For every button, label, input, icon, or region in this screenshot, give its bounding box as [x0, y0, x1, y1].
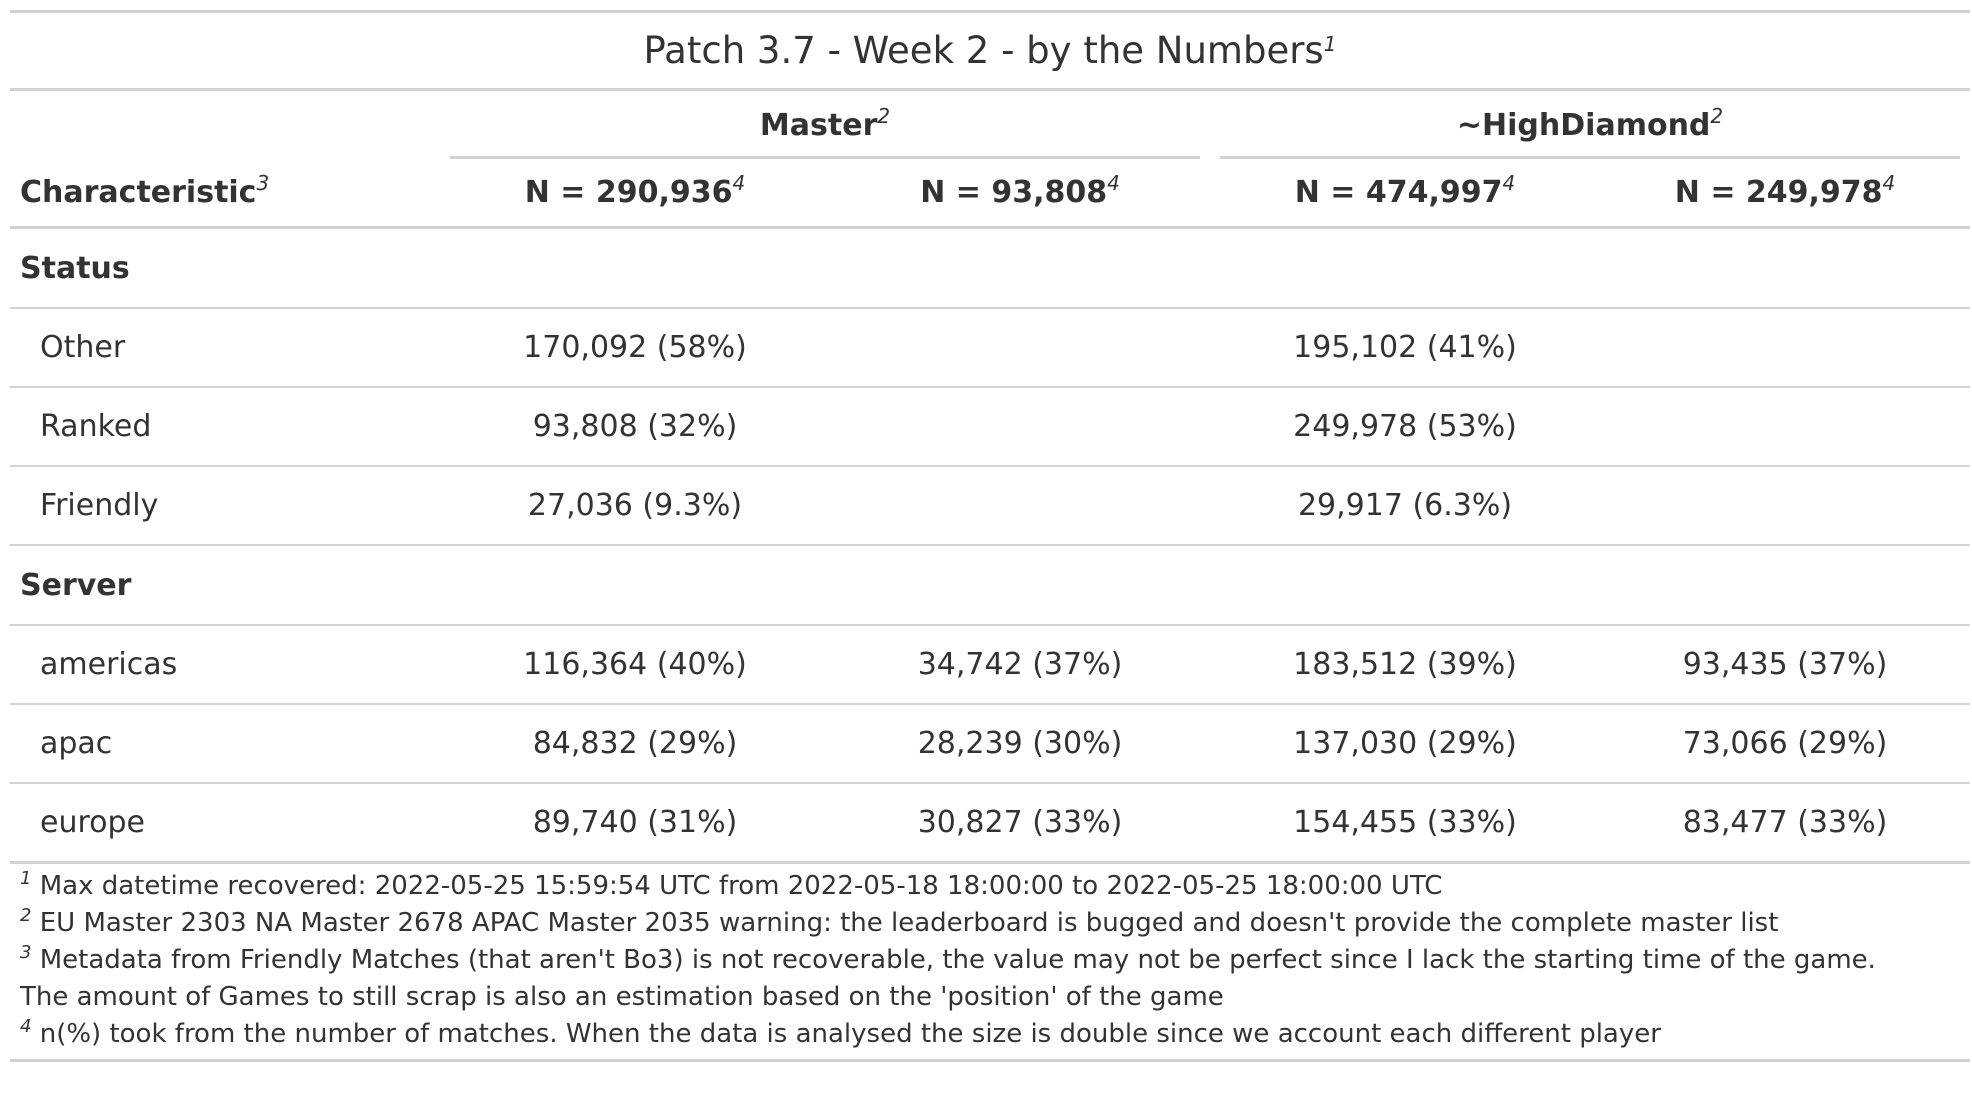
table-cell: 116,364 (40%) — [440, 625, 830, 705]
column-header-footnote-mark: 4 — [732, 171, 746, 195]
footnote-text: EU Master 2303 NA Master 2678 APAC Maste… — [39, 908, 1779, 938]
column-header-label: N = 290,936 — [524, 175, 733, 210]
footnote: 1 Max datetime recovered: 2022-05-25 15:… — [20, 868, 1910, 905]
footnote-text: n(%) took from the number of matches. Wh… — [39, 1019, 1661, 1049]
spanner-label: ~HighDiamond — [1456, 107, 1711, 143]
column-header-footnote-mark: 4 — [1502, 171, 1516, 195]
spanner-highdiamond: ~HighDiamond2 — [1210, 91, 1970, 159]
row-label: Friendly — [10, 466, 440, 546]
summary-table: Patch 3.7 - Week 2 - by the Numbers1 Mas… — [10, 10, 1971, 1062]
table-cell: 89,740 (31%) — [440, 783, 830, 864]
table-cell: 195,102 (41%) — [1210, 308, 1601, 388]
row-label: Other — [10, 308, 440, 388]
table-cell — [1600, 466, 1971, 546]
column-header-n: N = 474,9974 — [1210, 159, 1600, 228]
table-cell: 30,827 (33%) — [830, 783, 1211, 864]
table-cell: 154,455 (33%) — [1210, 783, 1601, 864]
column-header-n: N = 249,9784 — [1600, 159, 1970, 228]
spanner-footnote-mark: 2 — [877, 103, 891, 128]
table-cell — [1600, 387, 1971, 467]
spanner-header-row: Master2 ~HighDiamond2 — [10, 91, 1970, 159]
table-row: americas 116,364 (40%) 34,742 (37%) 183,… — [10, 625, 1971, 705]
table-cell: 83,477 (33%) — [1600, 783, 1971, 864]
table-cell: 84,832 (29%) — [440, 704, 830, 784]
spanner-rule — [1220, 156, 1961, 159]
spanner-label: Master — [759, 107, 878, 143]
table-row: Other 170,092 (58%) 195,102 (41%) — [10, 308, 1971, 388]
top-rule — [10, 10, 1970, 13]
bottom-rule — [10, 1059, 1970, 1062]
group-row-status: Status — [10, 227, 1971, 309]
table-title: Patch 3.7 - Week 2 - by the Numbers1 — [10, 13, 1970, 88]
column-header-characteristic: Characteristic3 — [10, 159, 440, 228]
table-cell: 170,092 (58%) — [440, 308, 830, 388]
row-label: europe — [10, 783, 440, 864]
table-cell: 249,978 (53%) — [1210, 387, 1601, 467]
table-cell: 93,808 (32%) — [440, 387, 830, 467]
spanner-rule — [450, 156, 1201, 159]
spanner-empty-cell — [10, 91, 440, 159]
table-cell: 28,239 (30%) — [830, 704, 1211, 784]
table-cell: 183,512 (39%) — [1210, 625, 1601, 705]
table-row: apac 84,832 (29%) 28,239 (30%) 137,030 (… — [10, 704, 1971, 784]
footnote-text: Metadata from Friendly Matches (that are… — [20, 945, 1876, 1012]
table-cell — [830, 308, 1211, 388]
spanner-master: Master2 — [440, 91, 1210, 159]
title-footnote-mark: 1 — [1323, 32, 1337, 56]
column-header-footnote-mark: 3 — [256, 171, 270, 195]
table-cell: 29,917 (6.3%) — [1210, 466, 1601, 546]
column-header-n: N = 93,8084 — [830, 159, 1210, 228]
column-header-label: Characteristic — [20, 175, 257, 210]
table-cell — [830, 387, 1211, 467]
spanner-footnote-mark: 2 — [1710, 103, 1724, 128]
row-label: Ranked — [10, 387, 440, 467]
table-cell — [1600, 308, 1971, 388]
footnote-mark: 1 — [20, 868, 32, 889]
row-label: apac — [10, 704, 440, 784]
column-header-label: N = 474,997 — [1294, 175, 1503, 210]
footnote-text: Max datetime recovered: 2022-05-25 15:59… — [39, 871, 1443, 901]
title-rule — [10, 88, 1970, 91]
table-cell: 73,066 (29%) — [1600, 704, 1971, 784]
table-row: europe 89,740 (31%) 30,827 (33%) 154,455… — [10, 783, 1971, 864]
group-row-server: Server — [10, 545, 1971, 626]
footnote: 2 EU Master 2303 NA Master 2678 APAC Mas… — [20, 905, 1910, 942]
column-header-row: Characteristic3 N = 290,9364 N = 93,8084… — [10, 159, 1971, 228]
row-label: americas — [10, 625, 440, 705]
table-row: Ranked 93,808 (32%) 249,978 (53%) — [10, 387, 1971, 467]
footnote-mark: 3 — [20, 942, 32, 963]
table-cell: 27,036 (9.3%) — [440, 466, 830, 546]
footnote: 4 n(%) took from the number of matches. … — [20, 1016, 1910, 1053]
table-cell — [830, 466, 1211, 546]
table-cell: 34,742 (37%) — [830, 625, 1211, 705]
footnotes: 1 Max datetime recovered: 2022-05-25 15:… — [10, 864, 1970, 1059]
group-label: Status — [10, 227, 1971, 309]
table-cell: 93,435 (37%) — [1600, 625, 1971, 705]
footnote-mark: 4 — [20, 1016, 32, 1037]
column-header-footnote-mark: 4 — [1107, 171, 1120, 195]
column-header-footnote-mark: 4 — [1882, 171, 1896, 195]
column-header-label: N = 249,978 — [1674, 175, 1883, 210]
data-table: Master2 ~HighDiamond2 Characteristic3 N … — [10, 91, 1971, 864]
footnote-mark: 2 — [20, 905, 32, 926]
table-row: Friendly 27,036 (9.3%) 29,917 (6.3%) — [10, 466, 1971, 546]
group-label: Server — [10, 545, 1971, 626]
column-header-label: N = 93,808 — [920, 175, 1108, 210]
footnote: 3 Metadata from Friendly Matches (that a… — [20, 942, 1910, 1016]
column-header-n: N = 290,9364 — [440, 159, 830, 228]
table-cell: 137,030 (29%) — [1210, 704, 1601, 784]
table-title-text: Patch 3.7 - Week 2 - by the Numbers — [643, 29, 1324, 72]
